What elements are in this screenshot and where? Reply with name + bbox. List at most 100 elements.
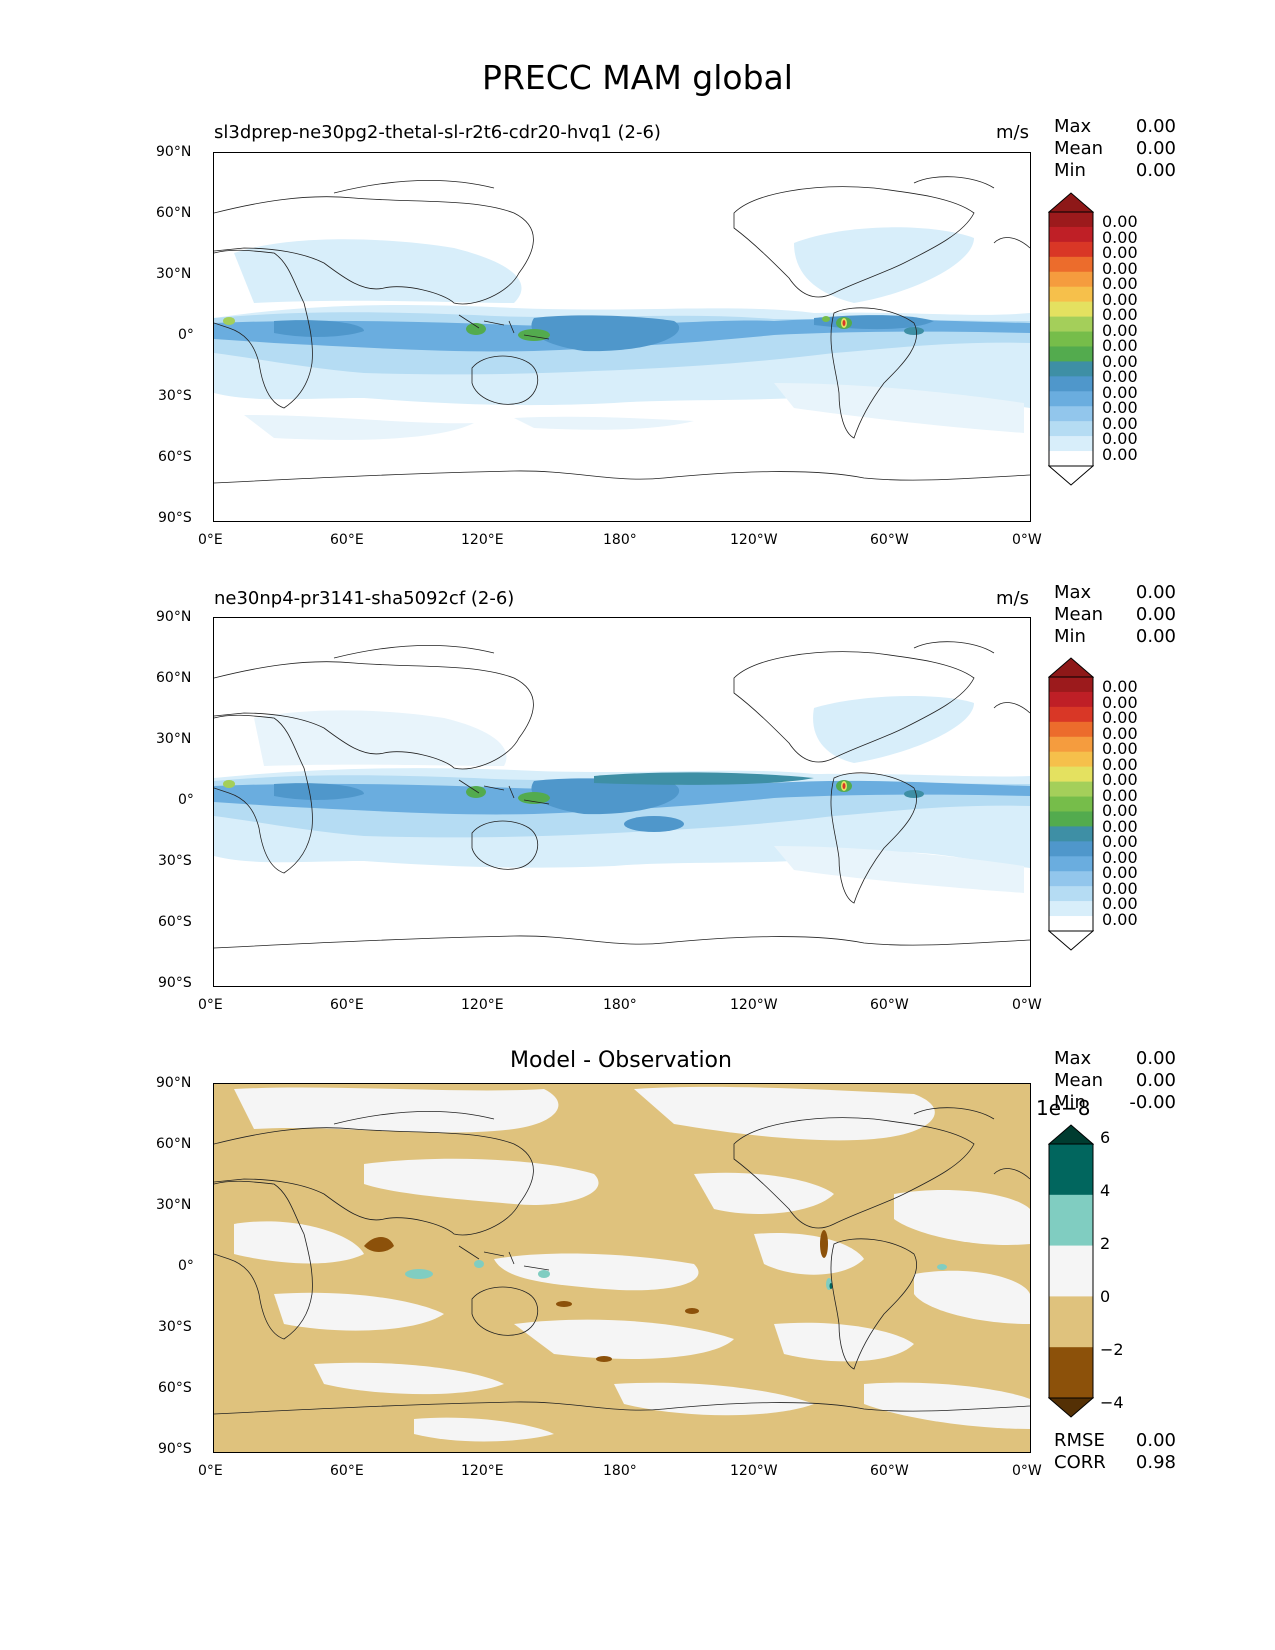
panel-1-ytick-30n: 30°N	[156, 266, 192, 282]
panel-3-corr-label: CORR	[1054, 1452, 1106, 1473]
colorbar-tick-label: 0.00	[1102, 382, 1138, 402]
diff-colorbar-over-triangle	[1047, 1124, 1095, 1145]
panel-2-map	[213, 617, 1031, 987]
panel-3-ytick-90n: 90°N	[156, 1075, 192, 1091]
colorbar-swatch	[1049, 871, 1093, 887]
panel-1-ytick-90n: 90°N	[156, 144, 192, 160]
colorbar-tick-label: 0.00	[1102, 801, 1138, 820]
panel-2-ytick-30n: 30°N	[156, 731, 192, 747]
diff-colorbar-outline	[1048, 1143, 1094, 1399]
colorbar-swatch	[1049, 916, 1093, 932]
colorbar-swatch	[1049, 256, 1093, 273]
colorbar-swatch	[1049, 271, 1093, 288]
colorbar-tick-label: 0.00	[1102, 770, 1138, 789]
colorbar-over-triangle	[1047, 657, 1095, 678]
colorbar-tick-label: 0.00	[1102, 351, 1138, 371]
colorbar-tick-label: 0.00	[1102, 243, 1138, 262]
colorbar-tick-label: 0.00	[1102, 258, 1138, 278]
panel-1-xtick-120w: 120°W	[730, 532, 778, 548]
panel-2-min-label: Min	[1054, 626, 1086, 647]
colorbar-tick-label: 0.00	[1102, 847, 1138, 867]
colorbar-tick-label: 0.00	[1102, 894, 1138, 913]
colorbar-swatch	[1049, 721, 1093, 738]
colorbar-swatch	[1049, 677, 1093, 693]
panel-1-xtick-60w: 60°W	[870, 532, 909, 548]
colorbar-over-triangle	[1047, 192, 1095, 213]
colorbar-swatch	[1049, 781, 1093, 797]
colorbar-swatch	[1049, 226, 1093, 243]
panel-3-difference-field	[214, 1084, 1030, 1452]
colorbar-tick-label: 0.00	[1102, 677, 1138, 696]
panel-1-units: m/s	[996, 122, 1029, 143]
panel-2-mean-value: 0.00	[1135, 604, 1176, 625]
panel-3-coastlines	[214, 1107, 1030, 1415]
panel-2-xtick-60e: 60°E	[330, 997, 364, 1013]
panel-2-ytick-90s: 90°S	[158, 975, 192, 991]
panel-3-cb-label-6: 6	[1100, 1128, 1111, 1147]
diff-colorbar-swatch	[1049, 1347, 1093, 1399]
colorbar-tick-label: 0.00	[1102, 785, 1138, 805]
panel-1-min-value: 0.00	[1135, 160, 1176, 181]
panel-2-max-value: 0.00	[1135, 582, 1176, 603]
colorbar-swatch	[1049, 376, 1093, 392]
panel-1-mean-value: 0.00	[1135, 138, 1176, 159]
panel-3-xtick-60e: 60°E	[330, 1463, 364, 1479]
colorbar-tick-label: 0.00	[1102, 320, 1138, 340]
panel-2-units: m/s	[996, 588, 1029, 609]
panel-1-precip-field	[214, 227, 1030, 440]
colorbar-tick-label: 0.00	[1102, 816, 1138, 836]
panel-3-max-value: 0.00	[1135, 1048, 1176, 1069]
panel-1-xtick-0e: 0°E	[198, 532, 223, 548]
diff-colorbar-swatch	[1049, 1296, 1093, 1348]
diff-colorbar-under-triangle	[1047, 1397, 1095, 1418]
panel-3-mean-label: Mean	[1054, 1070, 1104, 1091]
colorbar-swatch	[1049, 751, 1093, 767]
colorbar-swatch	[1049, 766, 1093, 782]
panel-2-ytick-60s: 60°S	[158, 914, 192, 930]
colorbar-tick-label: 0.00	[1102, 429, 1138, 448]
panel-2-title: ne30np4-pr3141-sha5092cf (2-6)	[214, 588, 515, 609]
panel-2-max-label: Max	[1054, 582, 1092, 603]
panel-2-xtick-0e: 0°E	[198, 997, 223, 1013]
colorbar-tick-label: 0.00	[1102, 398, 1138, 417]
panel-1-ytick-90s: 90°S	[158, 510, 192, 526]
colorbar-tick-label: 0.00	[1102, 863, 1138, 882]
panel-2-coastlines	[214, 641, 1030, 949]
panel-2-ytick-90n: 90°N	[156, 609, 192, 625]
panel-3-ytick-eq: 0°	[178, 1258, 194, 1274]
colorbar-tick-label: 0.00	[1102, 336, 1138, 355]
colorbar-swatch	[1049, 841, 1093, 857]
diff-colorbar-swatch	[1049, 1194, 1093, 1246]
panel-3-xtick-0w: 0°W	[1012, 1463, 1042, 1479]
panel-3-ytick-30n: 30°N	[156, 1197, 192, 1213]
panel-2-min-value: 0.00	[1135, 626, 1176, 647]
colorbar-swatch	[1049, 346, 1093, 362]
colorbar-tick-label: 0.00	[1102, 909, 1138, 929]
colorbar-outline	[1048, 676, 1094, 932]
panel-1-min-label: Min	[1054, 160, 1086, 181]
panel-3-xtick-60w: 60°W	[870, 1463, 909, 1479]
panel-2-xtick-180: 180°	[603, 997, 637, 1013]
colorbar-tick-label: 0.00	[1102, 413, 1138, 433]
panel-2-xtick-60w: 60°W	[870, 997, 909, 1013]
colorbar-swatch	[1049, 811, 1093, 827]
panel-2-xtick-120w: 120°W	[730, 997, 778, 1013]
colorbar-swatch	[1049, 331, 1093, 347]
panel-3-xtick-120e: 120°E	[461, 1463, 504, 1479]
panel-2-xtick-0w: 0°W	[1012, 997, 1042, 1013]
colorbar-tick-label: 0.00	[1102, 739, 1138, 758]
colorbar-swatch	[1049, 901, 1093, 917]
panel-3-rmse-label: RMSE	[1054, 1430, 1105, 1451]
colorbar-swatch	[1049, 826, 1093, 842]
colorbar-tick-label: 0.00	[1102, 212, 1138, 231]
colorbar-swatch	[1049, 421, 1093, 437]
colorbar-swatch	[1049, 736, 1093, 753]
colorbar-swatch	[1049, 406, 1093, 422]
colorbar-tick-label: 0.00	[1102, 692, 1138, 712]
colorbar-swatch	[1049, 886, 1093, 902]
panel-2-xtick-120e: 120°E	[461, 997, 504, 1013]
colorbar-tick-label: 0.00	[1102, 832, 1138, 851]
colorbar-tick-label: 0.00	[1102, 367, 1138, 386]
panel-3-min-label: Min	[1054, 1092, 1086, 1113]
colorbar-tick-label: 0.00	[1102, 708, 1138, 727]
